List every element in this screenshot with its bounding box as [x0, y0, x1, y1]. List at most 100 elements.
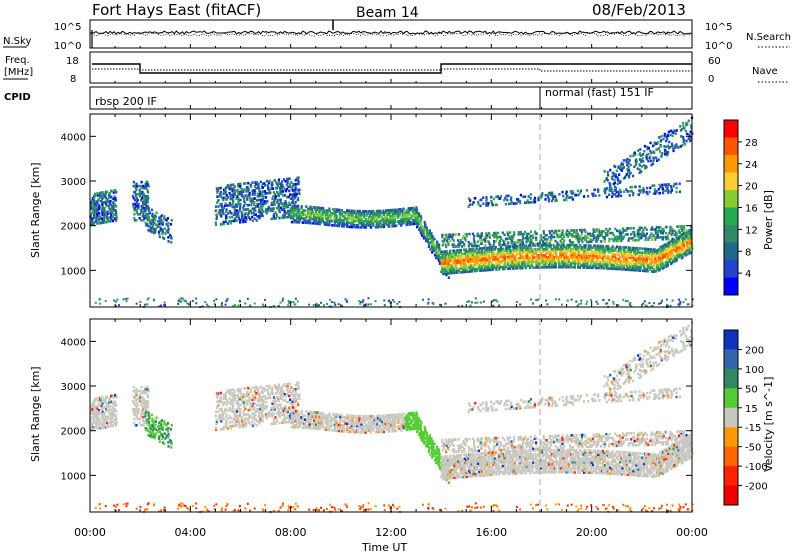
power-cell: [677, 247, 680, 251]
power-cell: [334, 208, 337, 211]
power-cell: [360, 212, 363, 215]
power-cell: [323, 209, 326, 212]
power-cell: [195, 297, 198, 300]
power-cell: [531, 260, 535, 263]
power-cell: [678, 239, 681, 243]
velocity-cell: [233, 410, 236, 414]
velocity-cell: [135, 405, 138, 409]
power-cell: [653, 141, 656, 145]
power-cell: [495, 268, 498, 271]
velocity-cell: [229, 390, 232, 394]
velocity-cell: [91, 408, 94, 411]
power-cell: [368, 222, 371, 225]
power-cell: [316, 208, 319, 212]
power-cell: [479, 204, 482, 208]
power-cell: [446, 264, 449, 267]
power-cell: [146, 200, 149, 204]
power-cell: [496, 195, 500, 198]
power-cell: [562, 243, 565, 247]
velocity-cell: [142, 417, 145, 421]
power-cell: [427, 245, 431, 248]
power-cell: [356, 209, 359, 213]
velocity-cell: [221, 415, 224, 419]
velocity-cell: [91, 402, 95, 405]
power-cell: [639, 263, 643, 266]
power-cell: [651, 260, 654, 263]
power-cell: [413, 218, 416, 222]
power-cell: [110, 189, 113, 193]
power-cell: [255, 182, 258, 186]
power-cell: [144, 205, 148, 209]
power-cell: [539, 252, 543, 255]
power-cell: [233, 217, 237, 221]
power-cell: [670, 255, 674, 259]
velocity-cell: [214, 428, 218, 432]
velocity-cell: [234, 416, 237, 419]
power-cell: [506, 247, 509, 251]
velocity-cell: [218, 418, 221, 421]
velocity-cell: [144, 389, 147, 393]
power-cell: [288, 215, 291, 219]
power-cell: [458, 250, 461, 254]
power-cell: [593, 252, 597, 256]
power-cell: [444, 254, 448, 257]
beam-label: Beam 14: [356, 5, 419, 21]
power-cell: [674, 231, 678, 235]
power-cell: [587, 260, 590, 263]
power-cell: [592, 192, 595, 196]
velocity-cell: [108, 412, 111, 416]
power-cell: [327, 215, 330, 219]
velocity-cell: [98, 410, 101, 414]
power-cell: [605, 227, 608, 231]
power-cell: [633, 258, 636, 262]
power-cell: [534, 248, 537, 251]
power-cell: [403, 215, 407, 219]
power-cell: [147, 224, 150, 228]
power-cell: [687, 119, 690, 123]
power-cell: [224, 188, 227, 191]
power-cell: [286, 179, 289, 183]
velocity-cell: [89, 428, 92, 432]
power-cell: [575, 243, 578, 247]
velocity-cell: [233, 398, 236, 401]
power-cell: [346, 223, 349, 226]
power-cell: [251, 189, 254, 192]
power-cell: [216, 191, 219, 194]
power-cell: [679, 242, 683, 246]
power-cell: [660, 259, 663, 262]
power-cell: [649, 141, 652, 145]
power-cell: [478, 234, 481, 238]
power-cell: [231, 197, 234, 201]
power-cell: [511, 253, 515, 256]
power-cell: [485, 236, 488, 239]
power-cell: [105, 190, 109, 194]
power-cell: [617, 179, 620, 183]
power-cell: [684, 298, 687, 301]
power-cell: [586, 248, 589, 251]
power-cell: [589, 246, 592, 249]
power-cell: [503, 257, 507, 261]
power-cell: [236, 213, 240, 216]
power-cell: [651, 236, 654, 239]
power-cell: [253, 217, 256, 220]
power-cell: [499, 195, 503, 198]
power-cell: [261, 186, 265, 189]
power-cell: [290, 181, 293, 184]
power-cell: [661, 262, 664, 265]
power-cell: [572, 235, 575, 238]
power-cell: [639, 152, 642, 155]
power-cell: [104, 210, 107, 214]
power-cell: [283, 194, 287, 197]
power-cell: [343, 215, 346, 218]
power-cell: [420, 225, 423, 228]
power-cell: [667, 237, 670, 241]
power-cell: [655, 159, 659, 162]
power-cell: [307, 215, 310, 219]
power-cell: [427, 302, 430, 305]
power-cell: [94, 192, 97, 196]
power-cell: [652, 192, 655, 195]
power-cell: [497, 262, 500, 265]
power-cell: [479, 253, 482, 256]
power-cell: [330, 301, 333, 304]
power-cell: [616, 237, 620, 241]
